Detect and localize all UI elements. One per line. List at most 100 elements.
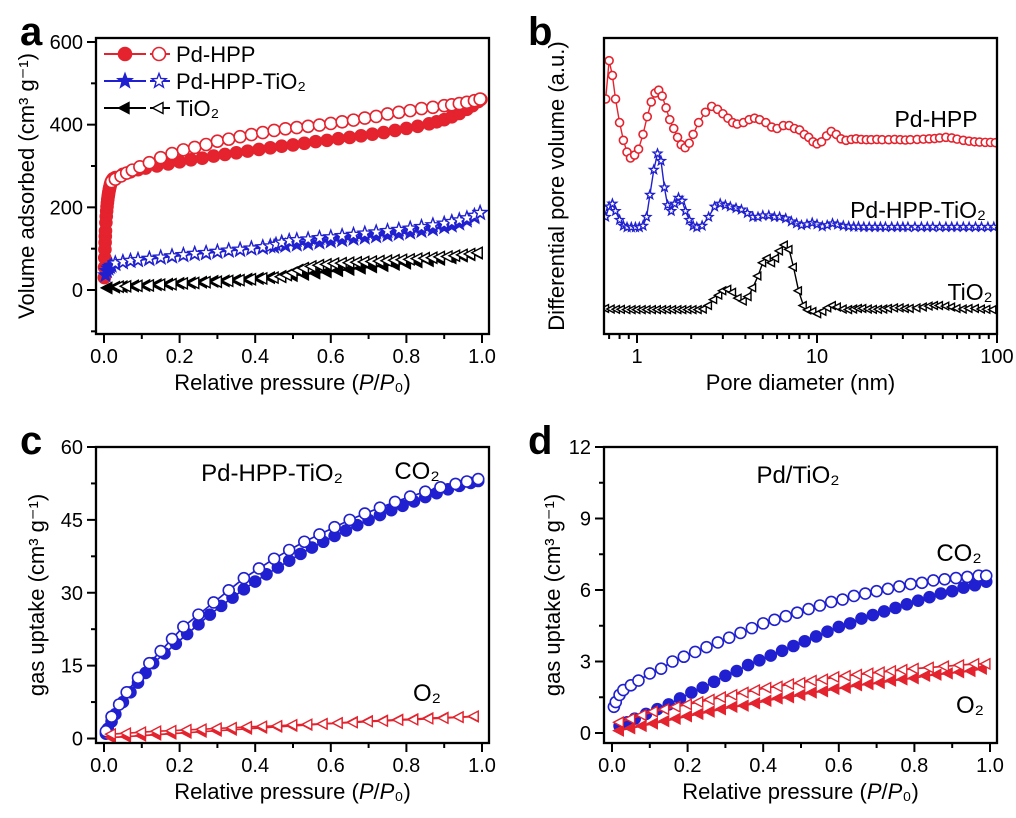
panel-c: c 0.0 0.2 0.4 0.6 0.8 1.0 0 15 30 45 60 Relative pr…	[0, 409, 508, 818]
series-marker-pd-hpp-tio2-pore-volume	[609, 204, 622, 217]
series-marker-pd-hpp-adsorption	[263, 141, 278, 155]
series-marker-co2-desorption	[131, 671, 145, 685]
series-marker-pd-hpp-tio2-pore-volume	[987, 220, 997, 233]
series-marker-co2-desorption	[120, 686, 133, 699]
series-marker-pd-hpp-adsorption	[331, 131, 346, 146]
series-marker-o2-desorption	[134, 725, 147, 739]
series-marker-o2-desorption	[104, 727, 116, 741]
x-axis-title: Pore diameter (nm)	[706, 370, 896, 395]
series-marker-o2-desorption	[285, 718, 298, 732]
series-marker-tio2-desorption	[118, 279, 132, 293]
series-marker-pd-hpp-pore-volume	[664, 114, 675, 125]
series-marker-o2-desorption	[770, 680, 783, 693]
series-marker-co2-adsorption	[282, 554, 296, 567]
series-marker-co2-desorption	[449, 477, 462, 491]
annotation-co-: CO₂	[394, 458, 439, 485]
series-marker-co2-adsorption	[787, 639, 800, 653]
series-marker-co2-adsorption	[775, 644, 789, 658]
series-marker-pd-hpp-desorption	[221, 132, 236, 146]
series-marker-o2-desorption	[680, 698, 692, 711]
series-marker-co2-desorption	[112, 698, 126, 711]
series-marker-co2-desorption	[403, 490, 417, 503]
series-marker-pd-hpp-pore-volume	[990, 137, 997, 148]
series-marker-pd-hpp-desorption	[165, 146, 179, 161]
legend-marker-open	[150, 71, 168, 89]
series-marker-pd-hpp-adsorption	[240, 144, 255, 158]
panel-c-chart: 0.0 0.2 0.4 0.6 0.8 1.0 0 15 30 45 60 Relative pres…	[24, 437, 496, 804]
series-marker-co2-adsorption	[945, 584, 959, 598]
series-marker-tio2-pore-volume	[751, 271, 762, 281]
series-marker-co2-desorption	[328, 520, 341, 534]
series-marker-co2-desorption	[460, 475, 474, 488]
series-marker-pd-hpp-adsorption	[342, 130, 357, 145]
series-marker-pd-hpp-desorption	[335, 114, 349, 129]
series-marker-pd-hpp-tio2-pore-volume	[668, 197, 681, 210]
series-marker-o2-desorption	[691, 695, 704, 709]
series-marker-o2-desorption	[906, 662, 919, 675]
series-marker-pd-hpp-desorption	[312, 118, 327, 132]
series-marker-co2-desorption	[892, 580, 906, 593]
annotation-tio-: TiO₂	[947, 279, 992, 305]
x-tick-label: 0.8	[900, 755, 928, 777]
series-marker-o2-desorption	[255, 720, 268, 733]
series-marker-co2-adsorption	[798, 634, 812, 648]
series-marker-pd-hpp-pore-volume	[614, 117, 625, 128]
series-marker-pd-hpp-tio2-desorption	[152, 248, 170, 265]
series-marker-pd-hpp-desorption	[176, 143, 191, 157]
series-marker-tio2-desorption	[470, 246, 483, 260]
series-marker-o2-desorption	[376, 714, 389, 728]
series-marker-o2-desorption	[300, 718, 313, 731]
series-marker-co2-desorption	[471, 472, 485, 486]
series-marker-o2-desorption	[668, 700, 681, 714]
series-marker-pd-hpp-tio2-pore-volume	[651, 147, 664, 159]
series-marker-tio2-pore-volume	[707, 294, 718, 305]
series-marker-pd-hpp-tio2-pore-volume	[640, 210, 653, 223]
panel-d-letter: d	[528, 419, 553, 463]
series-marker-o2-desorption	[209, 722, 222, 735]
series-marker-co2-desorption	[643, 667, 657, 680]
series-group	[97, 92, 489, 295]
series-marker-pd-hpp-desorption	[403, 103, 417, 118]
series-group	[99, 472, 485, 743]
series-marker-pd-hpp-desorption	[346, 113, 361, 127]
series-marker-tio2-pore-volume	[726, 287, 737, 298]
series-marker-co2-desorption	[779, 609, 793, 623]
series-marker-o2-adsorption	[612, 724, 624, 737]
x-tick-label: 0.6	[317, 755, 345, 777]
x-tick-label: 0.4	[241, 346, 269, 368]
x-tick-label: 0.2	[166, 755, 194, 777]
annotation-pd-hpp-tio-: Pd-HPP-TiO₂	[850, 197, 986, 223]
series-marker-o2-adsorption	[918, 669, 931, 683]
series-marker-co2-desorption	[418, 485, 432, 498]
series-marker-pd-hpp-tio2-pore-volume	[675, 194, 689, 206]
panel-c-letter: c	[20, 419, 43, 463]
series-marker-o2-desorption	[179, 723, 192, 737]
series-marker-pd-hpp-tio2-desorption	[231, 240, 249, 257]
series-marker-pd-hpp-tio2-pore-volume	[604, 210, 612, 223]
series-marker-tio2-desorption	[175, 276, 189, 291]
series-marker-tio2-pore-volume	[756, 257, 767, 268]
series-marker-o2-desorption	[634, 708, 647, 722]
series-marker-pd-hpp-tio2-pore-volume	[654, 154, 668, 167]
annotation-pd-hpp-tio-: Pd-HPP-TiO₂	[201, 460, 343, 487]
panel-a-chart: 0.0 0.2 0.4 0.6 0.8 1.0 0 200 400 600 Relative pre…	[14, 32, 496, 395]
series-marker-pd-hpp-tio2-desorption	[220, 241, 238, 258]
x-tick-label: 100	[980, 346, 1013, 368]
series-marker-o2-desorption	[406, 713, 419, 726]
series-marker-co2-adsorption	[832, 620, 846, 634]
series-marker-pd-hpp-tio2-desorption	[471, 203, 489, 221]
series-marker-co2-adsorption	[866, 608, 880, 622]
annotation-o-: O₂	[413, 680, 441, 707]
series-marker-o2-adsorption	[714, 702, 726, 716]
series-marker-co2-desorption	[177, 620, 190, 634]
series-marker-o2-adsorption	[850, 679, 863, 692]
series-marker-co2-desorption	[343, 513, 357, 527]
series-marker-co2-desorption	[700, 640, 713, 654]
series-marker-o2-adsorption	[623, 721, 636, 735]
series-marker-co2-desorption	[688, 645, 702, 659]
series-marker-co2-desorption	[745, 621, 759, 635]
series-marker-o2-desorption	[793, 676, 806, 690]
x-tick-label: 1.0	[976, 755, 1004, 777]
y-axis-title: gas uptake (cm³ g⁻¹)	[24, 494, 49, 696]
series-marker-o2-desorption	[194, 723, 207, 736]
